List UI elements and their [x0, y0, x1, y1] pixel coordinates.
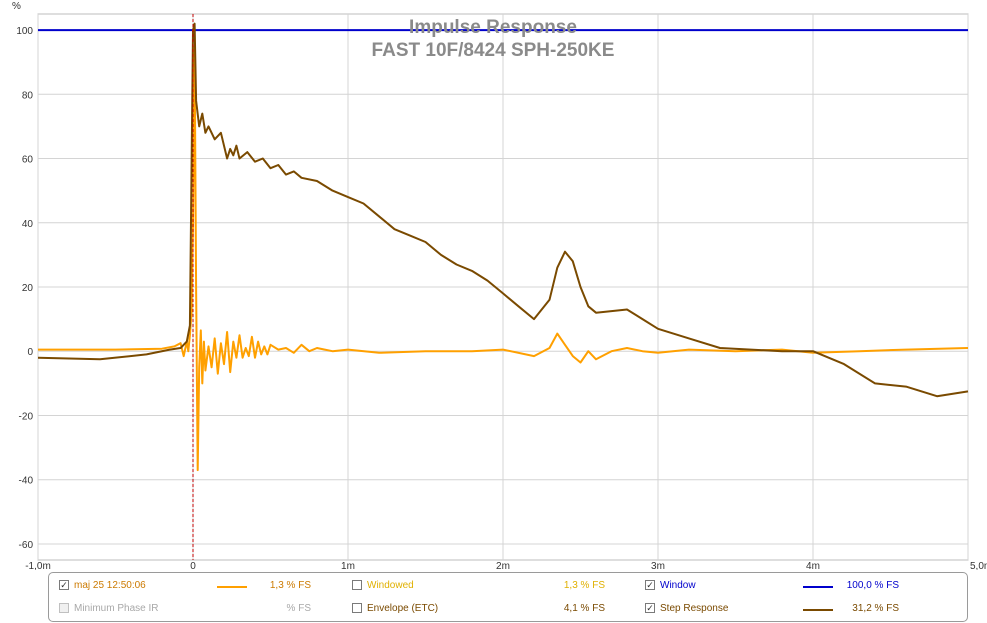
legend-row: Minimum Phase IR % FS Envelope (ETC) 4,1… — [49, 598, 967, 620]
x-tick-label: 0 — [190, 561, 196, 570]
legend-row: ✓ maj 25 12:50:06 1,3 % FS Windowed 1,3 … — [49, 575, 967, 597]
y-tick-label: 20 — [22, 283, 34, 294]
chart-title: Impulse Response — [409, 17, 577, 38]
trace-value: 1,3 % FS — [269, 580, 311, 591]
y-tick-label: 0 — [27, 347, 33, 358]
envelope-value: 4,1 % FS — [563, 603, 605, 614]
x-tick-label: 1m — [341, 561, 355, 570]
y-tick-label: 80 — [22, 90, 34, 101]
impulse-response-chart: -60 -40 -20 0 20 40 60 80 100 -1,0m 0 1m 2m 3m 4m 5,0m… — [12, 1, 987, 570]
window-swatch — [803, 586, 833, 588]
step-response-swatch — [803, 609, 833, 611]
trace-checkbox[interactable]: ✓ — [59, 580, 69, 590]
series-line-step-response[interactable] — [37, 22, 969, 398]
x-axis-ticks: -1,0m 0 1m 2m 3m 4m 5,0m s — [25, 561, 987, 570]
x-tick-label: 3m — [651, 561, 665, 570]
step-response-value: 31,2 % FS — [852, 603, 899, 614]
window-label: Window — [660, 580, 696, 591]
windowed-value: 1,3 % FS — [563, 580, 605, 591]
x-tick-label: 4m — [806, 561, 820, 570]
envelope-label: Envelope (ETC) — [367, 603, 439, 614]
x-tick-label: -1,0m — [25, 561, 51, 570]
minimum-phase-checkbox[interactable] — [59, 603, 69, 613]
x-tick-label: 5,0m s — [970, 561, 987, 570]
y-tick-label: -60 — [19, 540, 34, 551]
trace-swatch — [217, 586, 247, 588]
x-tick-label: 2m — [496, 561, 510, 570]
y-tick-label: 100 — [16, 26, 33, 37]
series-line-maj-25-12-50-06[interactable] — [38, 45, 969, 472]
legend-panel: ✓ maj 25 12:50:06 1,3 % FS Windowed 1,3 … — [48, 572, 968, 622]
window-checkbox[interactable]: ✓ — [645, 580, 655, 590]
y-tick-label: -20 — [19, 411, 34, 422]
chart-subtitle: FAST 10F/8424 SPH-250KE — [372, 40, 615, 61]
minimum-phase-label: Minimum Phase IR — [74, 603, 159, 614]
y-axis-unit-label: % — [12, 1, 21, 12]
step-response-checkbox[interactable]: ✓ — [645, 603, 655, 613]
windowed-label: Windowed — [367, 580, 414, 591]
window-value: 100,0 % FS — [846, 580, 899, 591]
minimum-phase-value: % FS — [286, 603, 311, 614]
trace-label: maj 25 12:50:06 — [74, 580, 146, 591]
y-tick-label: -40 — [19, 476, 34, 487]
envelope-checkbox[interactable] — [352, 603, 362, 613]
windowed-checkbox[interactable] — [352, 580, 362, 590]
y-tick-label: 40 — [22, 219, 34, 230]
y-tick-label: 60 — [22, 155, 34, 166]
y-axis-ticks: -60 -40 -20 0 20 40 60 80 100 — [16, 26, 33, 551]
step-response-label: Step Response — [660, 603, 729, 614]
